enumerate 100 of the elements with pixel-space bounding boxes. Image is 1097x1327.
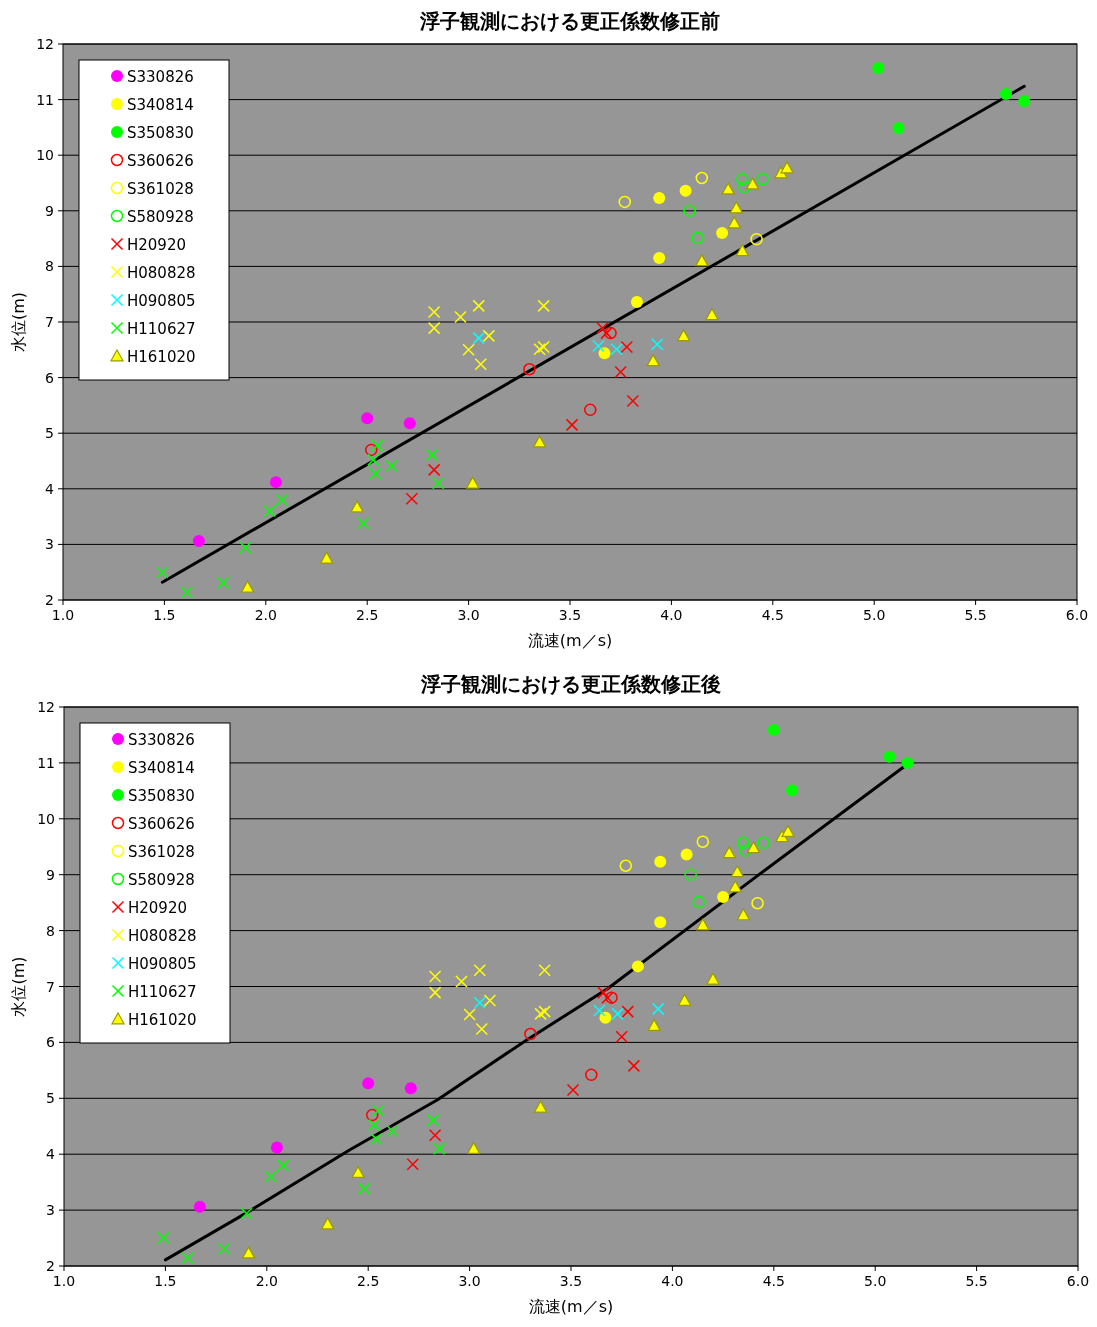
point [192, 535, 205, 548]
x-tick-label: 1.0 [51, 607, 75, 623]
point [156, 565, 169, 579]
y-tick-label: 6 [46, 1034, 56, 1051]
point [677, 993, 692, 1006]
legend-label: S340814 [128, 759, 195, 777]
legend-label: S580928 [127, 208, 194, 226]
point [653, 192, 666, 205]
point [405, 492, 419, 506]
y-tick-label: 11 [37, 754, 55, 771]
y-tick-label: 12 [37, 699, 55, 715]
x-tick-label: 4.5 [761, 607, 784, 623]
point [425, 448, 439, 462]
point [780, 161, 794, 174]
legend-label: H110627 [127, 320, 196, 338]
point [592, 339, 605, 353]
point [462, 343, 475, 357]
point [426, 1113, 440, 1127]
point [403, 417, 416, 430]
point [367, 453, 380, 467]
point [692, 895, 706, 909]
chart-title: 浮子観測における更正係数修正前 [419, 9, 720, 33]
point [270, 1141, 283, 1154]
point [676, 329, 691, 342]
x-tick-label: 1.0 [52, 1273, 76, 1289]
point [566, 1083, 580, 1097]
point [366, 1108, 379, 1122]
point [180, 585, 193, 599]
x-tick-label: 6.0 [1065, 607, 1089, 623]
point [584, 403, 597, 417]
point [406, 1158, 420, 1171]
point [683, 204, 696, 218]
legend-label: H161020 [127, 348, 196, 366]
point [362, 1077, 375, 1090]
x-axis-title: 流速(m／s) [527, 631, 613, 650]
point [647, 1019, 661, 1032]
point [276, 1159, 290, 1172]
point [240, 1207, 253, 1220]
y-tick-label: 8 [46, 922, 55, 939]
point [472, 331, 485, 345]
y-axis-title: 水位(m) [9, 291, 28, 353]
point [365, 443, 378, 457]
point [216, 576, 230, 590]
point [735, 244, 749, 257]
x-tick-label: 5.0 [864, 1273, 887, 1289]
point [767, 723, 780, 736]
point [428, 1128, 442, 1142]
y-tick-label: 10 [36, 147, 54, 164]
point [756, 172, 769, 186]
point [706, 972, 720, 985]
y-tick-label: 5 [46, 1090, 55, 1107]
point [361, 412, 374, 425]
point [680, 848, 693, 861]
point [610, 342, 623, 356]
point [631, 960, 644, 973]
legend-label: H161020 [128, 1011, 197, 1029]
x-tick-label: 2.5 [356, 607, 379, 623]
point [892, 121, 905, 134]
y-tick-label: 7 [46, 978, 55, 995]
y-tick-label: 3 [45, 536, 54, 553]
point [600, 326, 613, 340]
x-tick-label: 4.0 [660, 607, 683, 623]
y-tick-label: 11 [36, 91, 54, 108]
point [269, 476, 282, 489]
point [745, 177, 760, 190]
x-tick-label: 1.5 [154, 1273, 177, 1289]
point [356, 517, 370, 530]
legend-label: H080828 [128, 927, 197, 945]
point [372, 1104, 385, 1117]
y-tick-label: 12 [36, 36, 54, 52]
point [431, 476, 445, 490]
y-tick-label: 10 [37, 810, 55, 827]
point [737, 836, 750, 850]
point [473, 996, 486, 1009]
point [599, 1011, 612, 1024]
point [534, 1007, 547, 1021]
point [241, 1246, 256, 1259]
point [614, 365, 627, 379]
point [466, 476, 480, 489]
point [654, 855, 667, 868]
y-tick-label: 2 [45, 592, 54, 608]
legend-label: S330826 [127, 68, 194, 86]
point [691, 231, 705, 245]
point [601, 991, 614, 1004]
point [240, 580, 255, 593]
y-tick-label: 5 [45, 425, 54, 442]
y-tick-label: 4 [45, 480, 55, 497]
point [472, 299, 485, 313]
point [427, 463, 441, 477]
point [736, 172, 749, 186]
point [369, 467, 382, 481]
point [621, 1005, 635, 1018]
legend-label: S361028 [128, 843, 195, 861]
point [721, 182, 735, 195]
point [432, 1142, 446, 1155]
point [620, 340, 634, 354]
point [474, 358, 488, 371]
point [646, 354, 660, 367]
x-tick-label: 3.0 [458, 1273, 481, 1289]
point [722, 846, 736, 859]
